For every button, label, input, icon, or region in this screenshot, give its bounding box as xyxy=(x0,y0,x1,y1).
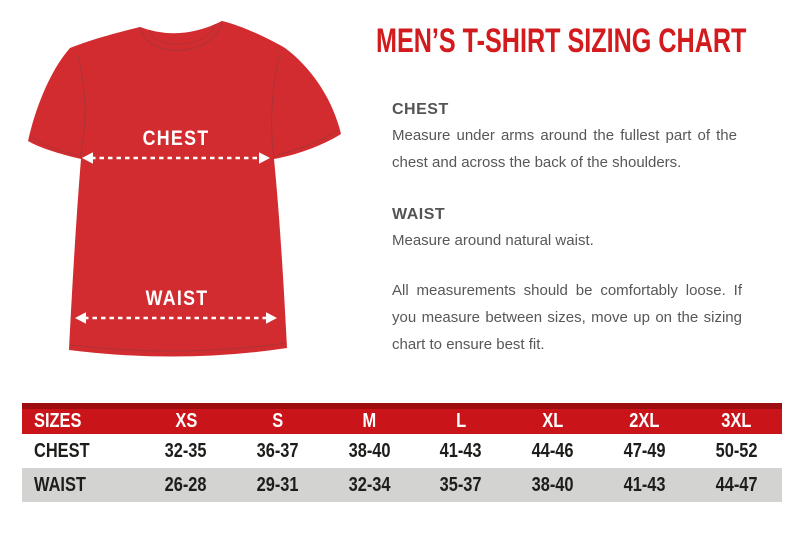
left-sleeve-hem-stitch xyxy=(30,136,79,156)
waist-l: 35-37 xyxy=(439,473,482,496)
chest-section-heading: CHEST xyxy=(392,101,449,118)
table-row-waist: WAIST 26-28 29-31 32-34 35-37 38-40 41-4… xyxy=(22,468,782,502)
waist-m: 32-34 xyxy=(348,473,391,496)
fit-note: All measurements should be comfortably l… xyxy=(392,282,742,353)
shirt-waist-label: WAIST xyxy=(146,287,209,311)
chest-3xl: 50-52 xyxy=(715,439,758,462)
chest-xl: 44-46 xyxy=(531,439,574,462)
chest-m: 38-40 xyxy=(348,439,391,462)
page-title: MEN’S T-SHIRT SIZING CHART xyxy=(376,22,747,60)
tshirt-shape xyxy=(28,21,341,357)
row-label-waist: WAIST xyxy=(34,473,86,496)
chest-2xl: 47-49 xyxy=(623,439,666,462)
waist-xs: 26-28 xyxy=(164,473,207,496)
col-header-xl: XL xyxy=(542,410,564,432)
col-header-m: M xyxy=(362,410,377,432)
shirt-chest-label: CHEST xyxy=(143,127,210,151)
waist-3xl: 44-47 xyxy=(715,473,758,496)
chest-section-body: Measure under arms around the fullest pa… xyxy=(392,127,737,171)
waist-measure-arrow: WAIST xyxy=(75,287,277,324)
waist-2xl: 41-43 xyxy=(623,473,666,496)
tshirt-illustration: CHEST WAIST xyxy=(28,20,341,357)
col-header-sizes: SIZES xyxy=(34,410,82,432)
col-header-2xl: 2XL xyxy=(629,410,660,432)
chest-l: 41-43 xyxy=(439,439,482,462)
sizing-table: SIZES XS S M L XL 2XL 3XL CHEST 32-35 36… xyxy=(22,403,782,502)
chest-measure-arrow: CHEST xyxy=(82,127,270,164)
chest-s: 36-37 xyxy=(256,439,299,462)
chest-xs: 32-35 xyxy=(164,439,207,462)
waist-section-heading: WAIST xyxy=(392,206,446,223)
waist-xl: 38-40 xyxy=(531,473,574,496)
table-row-chest: CHEST 32-35 36-37 38-40 41-43 44-46 47-4… xyxy=(22,434,782,468)
right-armhole-seam xyxy=(271,55,280,158)
sizing-table-header-row: SIZES XS S M L XL 2XL 3XL xyxy=(22,406,782,434)
right-sleeve-hem-stitch xyxy=(276,129,339,156)
collar-outer-line xyxy=(139,20,223,51)
collar-inner-line xyxy=(148,23,216,45)
col-header-xs: XS xyxy=(174,410,197,432)
waist-s: 29-31 xyxy=(256,473,299,496)
col-header-l: L xyxy=(455,410,466,432)
bottom-hem-stitch xyxy=(69,342,287,352)
left-armhole-seam xyxy=(77,55,86,158)
col-header-s: S xyxy=(272,410,284,432)
row-label-chest: CHEST xyxy=(34,439,90,462)
col-header-3xl: 3XL xyxy=(721,410,752,432)
waist-section-body: Measure around natural waist. xyxy=(392,232,594,249)
